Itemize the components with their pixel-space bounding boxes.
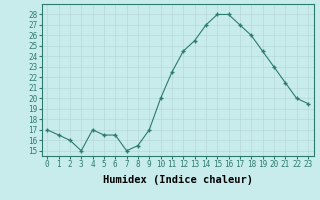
X-axis label: Humidex (Indice chaleur): Humidex (Indice chaleur) (103, 175, 252, 185)
